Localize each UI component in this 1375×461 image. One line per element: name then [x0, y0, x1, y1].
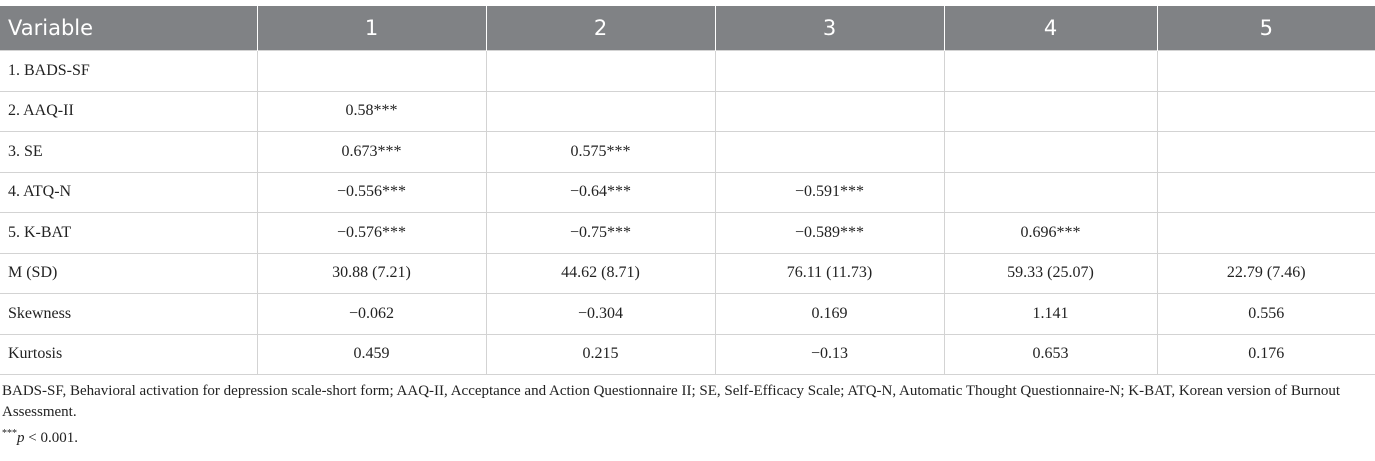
p-symbol: p — [17, 430, 25, 446]
table-row: M (SD) 30.88 (7.21) 44.62 (8.71) 76.11 (11.… — [0, 252, 1375, 294]
cell — [714, 90, 945, 132]
cell — [1156, 90, 1375, 132]
cell: −0.576*** — [256, 212, 487, 254]
cell — [256, 50, 487, 92]
cell: 76.11 (11.73) — [714, 252, 945, 294]
cell: 44.62 (8.71) — [485, 252, 716, 294]
header-cell: 4 — [943, 6, 1157, 51]
header-cell: 1 — [256, 6, 486, 51]
footnote: BADS-SF, Behavioral activation for depre… — [0, 375, 1366, 449]
abbreviations: BADS-SF, Behavioral activation for depre… — [2, 383, 1341, 420]
cell — [943, 171, 1158, 213]
row-label: 4. ATQ-N — [0, 171, 258, 213]
cell: −0.591*** — [714, 171, 945, 213]
row-label: Kurtosis — [0, 333, 258, 375]
cell: −0.75*** — [485, 212, 716, 254]
header-row: Variable 1 2 3 4 5 — [0, 6, 1375, 51]
cell — [1156, 212, 1375, 254]
header-cell: 5 — [1156, 6, 1375, 51]
cell: 0.459 — [256, 333, 487, 375]
cell: 0.696*** — [943, 212, 1158, 254]
row-label: 3. SE — [0, 131, 258, 173]
cell — [714, 131, 945, 173]
cell: 1.141 — [943, 293, 1158, 335]
cell — [485, 90, 716, 132]
cell: 0.215 — [485, 333, 716, 375]
cell: 0.575*** — [485, 131, 716, 173]
row-label: 2. AAQ-II — [0, 90, 258, 132]
cell: 30.88 (7.21) — [256, 252, 487, 294]
note-text: < 0.001. — [24, 430, 78, 446]
header-cell: Variable — [0, 6, 257, 51]
cell: 0.169 — [714, 293, 945, 335]
cell: 0.673*** — [256, 131, 487, 173]
cell: 0.58*** — [256, 90, 487, 132]
table-row: 1. BADS-SF — [0, 50, 1375, 92]
cell: 59.33 (25.07) — [943, 252, 1158, 294]
cell: −0.64*** — [485, 171, 716, 213]
cell: −0.589*** — [714, 212, 945, 254]
table-row: 3. SE 0.673*** 0.575*** — [0, 131, 1375, 173]
table-row: Skewness −0.062 −0.304 0.169 1.141 0.556 — [0, 293, 1375, 335]
header-cell: 3 — [714, 6, 944, 51]
cell — [943, 131, 1158, 173]
cell: 0.556 — [1156, 293, 1375, 335]
row-label: 5. K-BAT — [0, 212, 258, 254]
cell: −0.556*** — [256, 171, 487, 213]
cell: −0.062 — [256, 293, 487, 335]
data-table: Variable 1 2 3 4 5 1. BADS-SF 2. AAQ-II 0.58***… — [0, 6, 1375, 375]
table-row: 4. ATQ-N −0.556*** −0.64*** −0.591*** — [0, 171, 1375, 213]
cell — [943, 90, 1158, 132]
table-row: 2. AAQ-II 0.58*** — [0, 90, 1375, 132]
cell: 22.79 (7.46) — [1156, 252, 1375, 294]
cell — [1156, 171, 1375, 213]
marker: *** — [2, 428, 17, 439]
cell: −0.13 — [714, 333, 945, 375]
cell: 0.653 — [943, 333, 1158, 375]
row-label: M (SD) — [0, 252, 258, 294]
table-row: Kurtosis 0.459 0.215 −0.13 0.653 0.176 — [0, 333, 1375, 375]
cell — [1156, 50, 1375, 92]
page: Variable 1 2 3 4 5 1. BADS-SF 2. AAQ-II 0.58***… — [0, 6, 1375, 461]
cell: 0.176 — [1156, 333, 1375, 375]
significance-note: ***p < 0.001. — [2, 423, 1362, 449]
cell: −0.304 — [485, 293, 716, 335]
cell — [714, 50, 945, 92]
header-cell: 2 — [485, 6, 715, 51]
table-row: 5. K-BAT −0.576*** −0.75*** −0.589*** 0.696*… — [0, 212, 1375, 254]
cell — [1156, 131, 1375, 173]
cell — [485, 50, 716, 92]
row-label: 1. BADS-SF — [0, 50, 258, 92]
cell — [943, 50, 1158, 92]
row-label: Skewness — [0, 293, 258, 335]
